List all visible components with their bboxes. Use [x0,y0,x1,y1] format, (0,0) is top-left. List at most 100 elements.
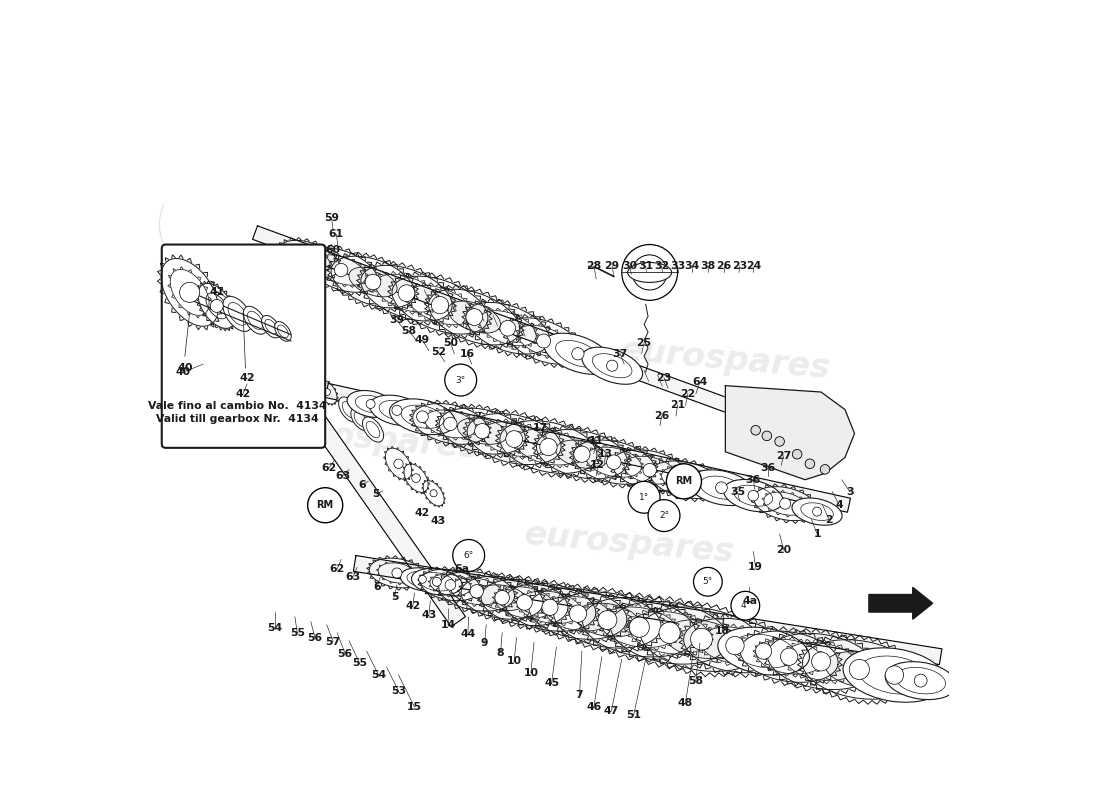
Text: 63: 63 [336,470,350,481]
Text: 7: 7 [575,690,583,700]
Text: 43: 43 [421,610,437,620]
Ellipse shape [223,296,252,331]
Text: 4a: 4a [742,596,758,606]
Circle shape [304,254,315,265]
Circle shape [506,430,522,447]
Text: 23: 23 [733,261,747,271]
Circle shape [446,580,455,590]
Circle shape [648,500,680,531]
Ellipse shape [349,267,397,297]
Text: 42: 42 [235,389,251,398]
Text: 1°: 1° [639,493,649,502]
Text: Valid till gearbox Nr.  4134: Valid till gearbox Nr. 4134 [156,414,319,424]
Text: 63: 63 [345,572,361,582]
Circle shape [308,488,343,522]
Text: eurospares: eurospares [619,334,832,386]
Ellipse shape [575,603,639,637]
Text: 50: 50 [443,338,458,347]
Circle shape [323,389,330,396]
Text: 32: 32 [654,261,669,271]
Text: 10: 10 [524,668,538,678]
Text: 55: 55 [352,658,367,668]
Text: 26: 26 [716,261,732,271]
Text: 45: 45 [544,678,559,688]
Circle shape [812,652,830,671]
Text: 44: 44 [460,629,475,638]
Text: 6°: 6° [463,551,474,560]
Ellipse shape [351,408,370,430]
Circle shape [210,299,223,312]
Circle shape [499,321,516,336]
Ellipse shape [379,401,415,420]
Circle shape [632,255,668,290]
Polygon shape [725,386,855,480]
Ellipse shape [370,395,425,426]
Circle shape [398,285,415,302]
Polygon shape [204,263,465,626]
Text: 9: 9 [481,638,488,648]
Ellipse shape [228,302,248,326]
Text: 5: 5 [373,489,380,499]
Circle shape [444,364,476,396]
Circle shape [774,437,784,446]
Text: 58: 58 [402,326,417,336]
Circle shape [691,628,713,650]
Ellipse shape [664,620,738,658]
Circle shape [235,314,251,330]
Text: 21: 21 [670,400,685,410]
Text: 35: 35 [729,486,745,497]
Ellipse shape [556,440,608,468]
Text: 31: 31 [638,261,653,271]
Ellipse shape [419,573,454,591]
Text: 13: 13 [598,450,614,459]
Circle shape [780,498,791,510]
Circle shape [628,482,660,514]
Ellipse shape [407,571,438,587]
Text: 57: 57 [326,637,341,646]
Text: 28: 28 [586,261,602,271]
Circle shape [762,431,771,441]
Ellipse shape [801,502,834,521]
Text: 5°: 5° [703,578,713,586]
Circle shape [849,659,869,679]
Ellipse shape [825,652,893,687]
Ellipse shape [265,319,277,334]
Ellipse shape [339,397,360,422]
Ellipse shape [843,648,946,702]
Text: 34: 34 [684,261,700,271]
Circle shape [667,464,702,499]
Ellipse shape [582,347,642,384]
Text: 19: 19 [748,562,763,573]
Text: 6: 6 [358,480,365,490]
Text: 62: 62 [321,462,337,473]
Text: RM: RM [675,476,693,486]
Ellipse shape [354,412,366,426]
Circle shape [179,282,200,302]
Text: eurospares: eurospares [268,414,481,466]
Text: 49: 49 [415,335,430,346]
Circle shape [475,423,490,438]
Ellipse shape [689,470,755,506]
Text: 48: 48 [678,698,693,708]
FancyArrow shape [869,587,933,619]
Circle shape [781,648,798,666]
Circle shape [286,355,296,365]
Ellipse shape [411,569,462,595]
Circle shape [411,474,420,482]
Circle shape [813,507,822,516]
Circle shape [495,590,509,605]
Text: 24: 24 [747,261,761,271]
Text: 56: 56 [307,633,322,642]
Text: 59: 59 [324,214,339,223]
Circle shape [821,465,829,474]
Text: 46: 46 [586,702,602,712]
Ellipse shape [724,479,783,512]
Text: 56: 56 [338,649,353,658]
Text: 58: 58 [689,676,703,686]
Ellipse shape [895,667,946,694]
Text: 4°: 4° [740,601,750,610]
Circle shape [517,594,532,610]
Ellipse shape [248,311,263,330]
Text: 40: 40 [176,367,190,377]
Circle shape [748,490,759,501]
